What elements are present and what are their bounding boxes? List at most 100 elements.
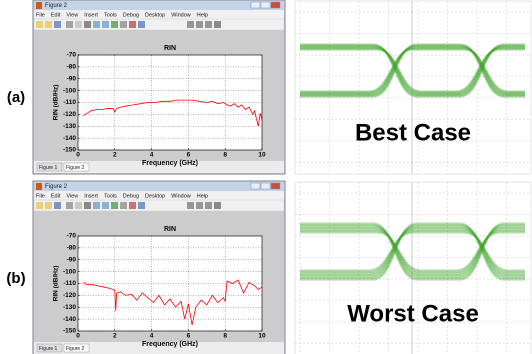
toolbar-button[interactable]: [54, 21, 61, 28]
y-tick-label: -140: [63, 135, 76, 142]
menu-item[interactable]: File: [36, 193, 45, 199]
toolbar-button[interactable]: [102, 202, 109, 209]
tab-label[interactable]: Figure 2: [66, 165, 85, 171]
toolbar-button[interactable]: [120, 202, 127, 209]
x-axis-label: Frequency (GHz): [142, 341, 198, 348]
eye-caption: Worst Case: [347, 300, 479, 327]
menu-item[interactable]: Window: [171, 193, 191, 199]
x-tick-label: 0: [76, 152, 80, 159]
x-tick-label: 6: [187, 333, 191, 340]
window-button[interactable]: [261, 183, 270, 189]
toolbar-button[interactable]: [93, 202, 100, 209]
menu-item[interactable]: File: [36, 12, 45, 18]
toolbar-button[interactable]: [84, 202, 91, 209]
toolbar-button[interactable]: [45, 202, 52, 209]
toolbar-button[interactable]: [129, 21, 136, 28]
toolbar-button[interactable]: [138, 21, 145, 28]
title-bar: [34, 182, 284, 191]
menu-item[interactable]: Debug: [123, 193, 139, 199]
toolbar-button[interactable]: [54, 202, 61, 209]
y-tick-label: -70: [67, 233, 77, 240]
toolbar-button[interactable]: [45, 21, 52, 28]
y-tick-label: -140: [63, 316, 76, 323]
toolbar-button[interactable]: [196, 202, 203, 209]
y-tick-label: -100: [63, 268, 76, 275]
toolbar-button[interactable]: [120, 21, 127, 28]
y-tick-label: -90: [67, 75, 77, 82]
window-button[interactable]: [251, 2, 260, 8]
toolbar-button[interactable]: [75, 21, 82, 28]
menu-item[interactable]: Insert: [84, 193, 98, 199]
x-tick-label: 0: [76, 333, 80, 340]
menu-item[interactable]: View: [66, 12, 78, 18]
menu-item[interactable]: Debug: [123, 12, 139, 18]
menu-item[interactable]: Tools: [104, 12, 117, 18]
x-tick-label: 4: [150, 333, 154, 340]
menu-item[interactable]: Help: [197, 193, 208, 199]
toolbar-button[interactable]: [138, 202, 145, 209]
toolbar-button[interactable]: [187, 21, 194, 28]
toolbar-button[interactable]: [36, 21, 43, 28]
y-tick-label: -120: [63, 111, 76, 118]
toolbar-button[interactable]: [111, 202, 118, 209]
y-tick-label: -80: [67, 245, 77, 252]
x-tick-label: 8: [223, 152, 227, 159]
menu-item[interactable]: Insert: [84, 12, 98, 18]
window-title: Figure 2: [45, 184, 68, 190]
chart-title: RIN: [164, 45, 176, 52]
toolbar-button[interactable]: [93, 21, 100, 28]
tab-label[interactable]: Figure 1: [39, 165, 58, 171]
app-icon: [36, 2, 42, 9]
menu-item[interactable]: Tools: [104, 193, 117, 199]
toolbar-button[interactable]: [111, 21, 118, 28]
tab-label[interactable]: Figure 2: [66, 346, 85, 352]
menu-item[interactable]: Edit: [51, 12, 61, 18]
tab-label[interactable]: Figure 1: [39, 346, 58, 352]
toolbar-button[interactable]: [214, 202, 221, 209]
y-tick-label: -150: [63, 147, 76, 154]
x-tick-label: 8: [223, 333, 227, 340]
window-button[interactable]: [271, 2, 280, 8]
toolbar-button[interactable]: [66, 21, 73, 28]
toolbar-button[interactable]: [214, 21, 221, 28]
figure: (a)Figure 2FileEditViewInsertToolsDebugD…: [0, 0, 532, 354]
toolbar-button[interactable]: [102, 21, 109, 28]
window-button[interactable]: [261, 2, 270, 8]
window-button[interactable]: [251, 183, 260, 189]
menu-item[interactable]: Desktop: [145, 193, 165, 199]
y-tick-label: -70: [67, 52, 77, 59]
toolbar-button[interactable]: [36, 202, 43, 209]
menu-item[interactable]: Edit: [51, 193, 61, 199]
x-tick-label: 2: [113, 152, 117, 159]
x-axis-label: Frequency (GHz): [142, 160, 198, 167]
y-tick-label: -80: [67, 64, 77, 71]
y-tick-label: -110: [63, 280, 76, 287]
window-button[interactable]: [271, 183, 280, 189]
menu-item[interactable]: Help: [197, 12, 208, 18]
eye-caption: Best Case: [355, 119, 471, 146]
toolbar-button[interactable]: [187, 202, 194, 209]
x-tick-label: 4: [150, 152, 154, 159]
toolbar-button[interactable]: [205, 21, 212, 28]
toolbar-button[interactable]: [205, 202, 212, 209]
menu-item[interactable]: Desktop: [145, 12, 165, 18]
x-tick-label: 2: [113, 333, 117, 340]
toolbar-button[interactable]: [75, 202, 82, 209]
toolbar-button[interactable]: [66, 202, 73, 209]
title-bar: [34, 1, 284, 10]
y-tick-label: -100: [63, 87, 76, 94]
toolbar-button[interactable]: [196, 21, 203, 28]
toolbar-button[interactable]: [84, 21, 91, 28]
menu-item[interactable]: Window: [171, 12, 191, 18]
menu-item[interactable]: View: [66, 193, 78, 199]
panel-label: (a): [7, 89, 25, 106]
x-tick-label: 6: [187, 152, 191, 159]
y-axis-label: RIN (dB/Hz): [53, 266, 60, 302]
y-tick-label: -120: [63, 292, 76, 299]
y-tick-label: -90: [67, 256, 77, 263]
y-tick-label: -150: [63, 328, 76, 335]
window-title: Figure 2: [45, 3, 68, 9]
x-tick-label: 10: [258, 333, 266, 340]
y-axis-label: RIN (dB/Hz): [53, 85, 60, 121]
toolbar-button[interactable]: [129, 202, 136, 209]
